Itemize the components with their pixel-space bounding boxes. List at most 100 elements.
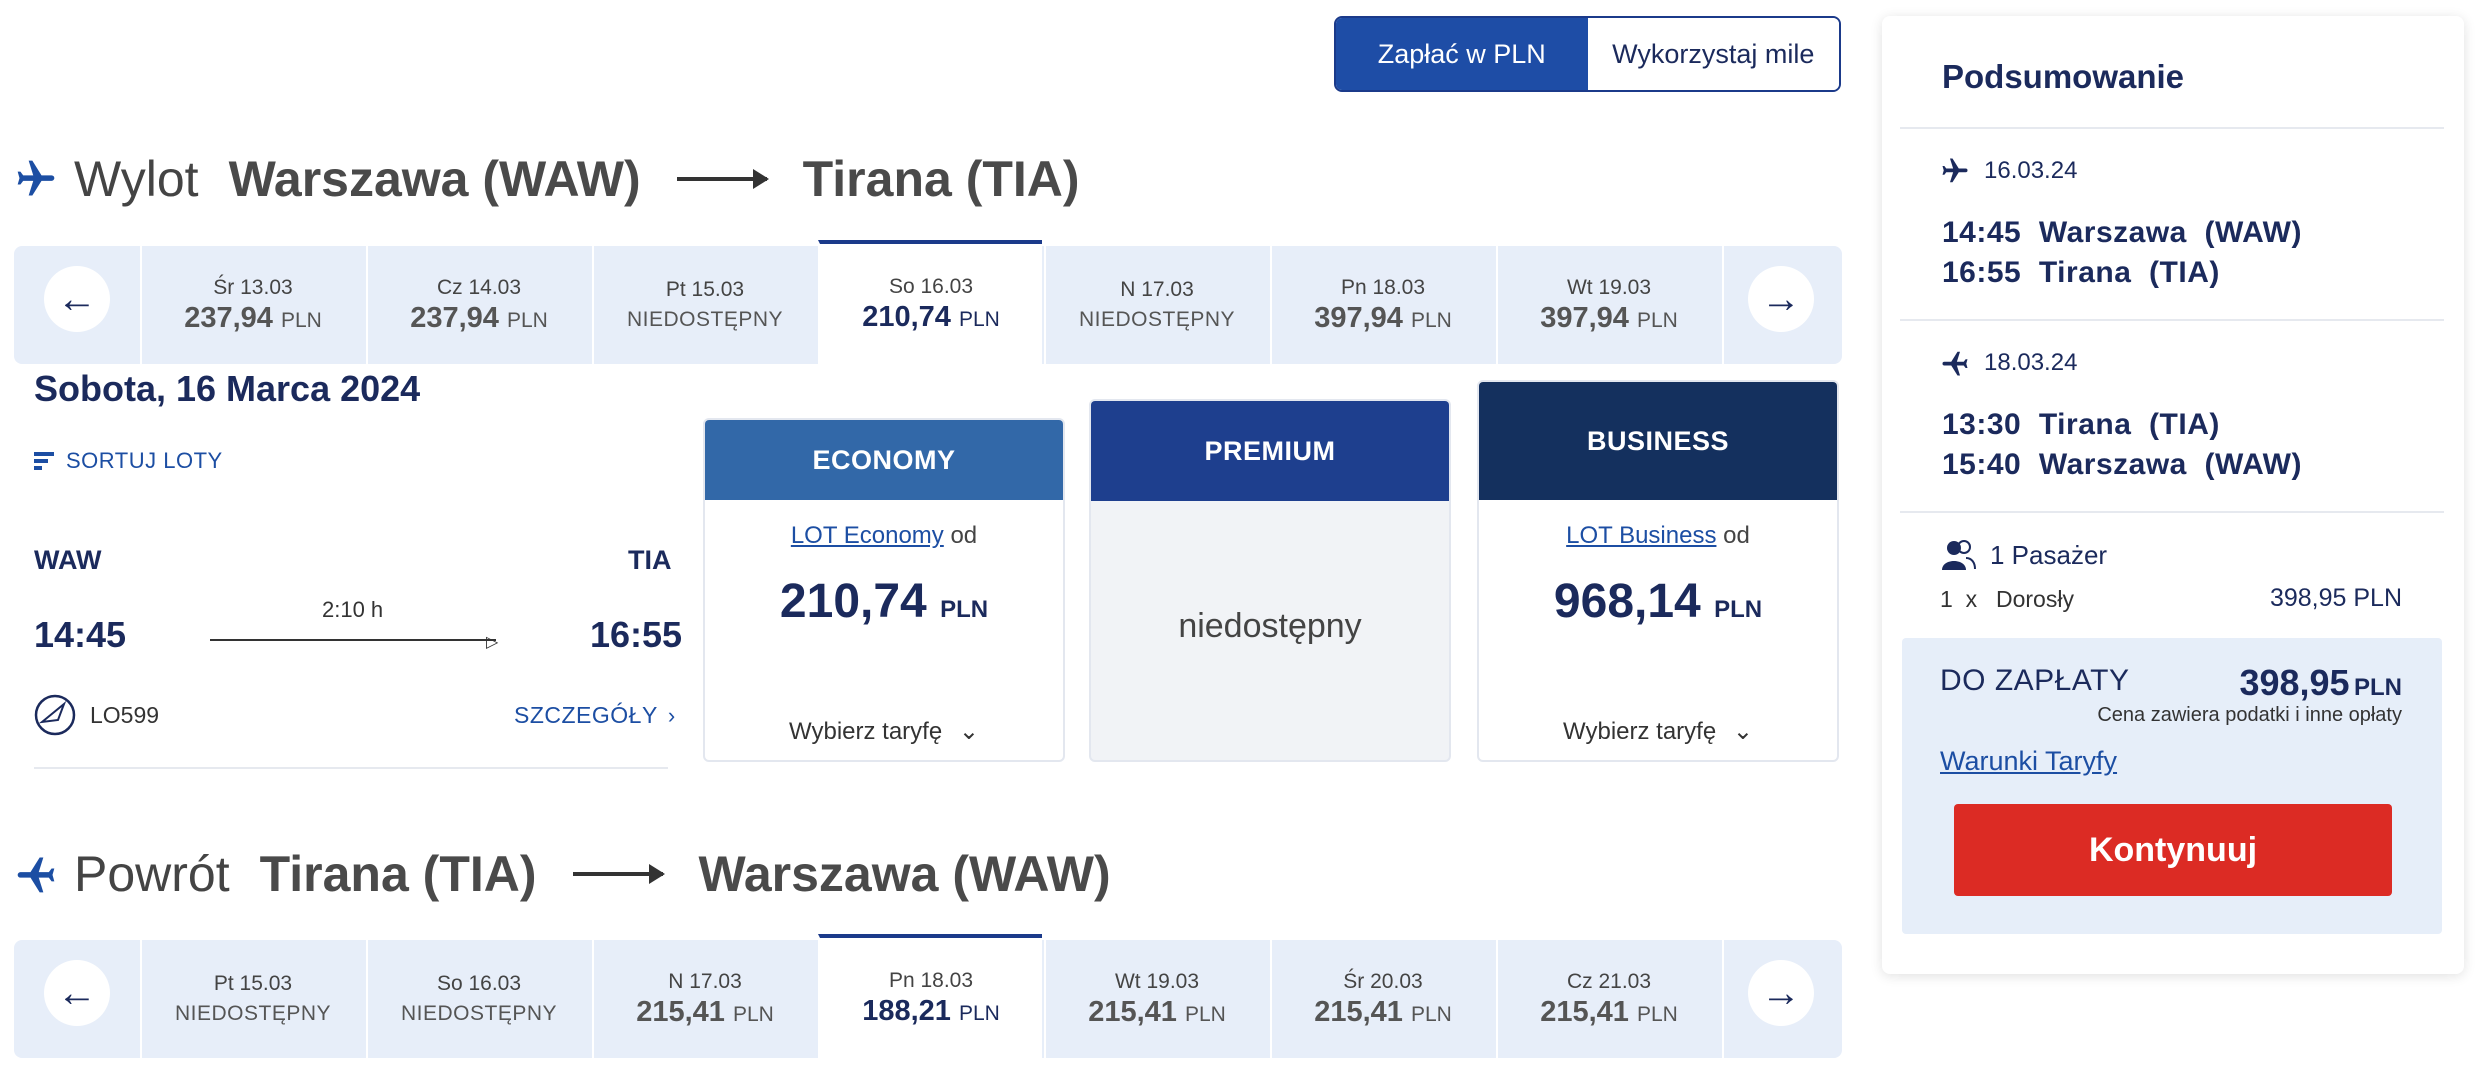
outbound-label: Wylot (74, 151, 199, 207)
from-label: od (1723, 522, 1750, 549)
currency: PLN (280, 308, 322, 332)
date-label: N 17.03 (1120, 278, 1194, 301)
next-dates-arrow-icon[interactable]: → (1748, 960, 1814, 1026)
date-label: So 16.03 (888, 274, 974, 298)
plane-return-icon (17, 857, 55, 893)
outbound-route-header: Wylot Warszawa (WAW) Tirana (TIA) (14, 144, 1080, 214)
business-product-link[interactable]: LOT Business (1566, 522, 1717, 549)
outbound-date-1[interactable]: Śr 13.03 237,94 PLN (140, 246, 364, 364)
return-date-2[interactable]: So 16.03 NIEDOSTĘPNY (366, 940, 590, 1058)
currency: PLN (1184, 1002, 1226, 1026)
outbound-origin: Warszawa (WAW) (228, 151, 641, 207)
economy-header: ECONOMY (705, 420, 1063, 500)
flight-details-link[interactable]: SZCZEGÓŁY › (514, 702, 676, 729)
from-label: od (950, 522, 978, 549)
return-date-6[interactable]: Śr 20.03 215,41 PLN (1270, 940, 1494, 1058)
pay-pln-button[interactable]: Zapłać w PLN (1336, 18, 1588, 90)
divider (34, 767, 668, 769)
date-price: 237,94 (410, 301, 499, 334)
currency: PLN (940, 596, 989, 623)
sort-label: SORTUJ LOTY (66, 448, 223, 473)
return-date-5[interactable]: Wt 19.03 215,41 PLN (1044, 940, 1268, 1058)
economy-select-fare[interactable]: Wybierz taryfę ⌄ (705, 717, 1063, 746)
date-price: 237,94 (184, 301, 273, 334)
date-label: So 16.03 (436, 972, 522, 995)
chevron-right-icon: › (667, 702, 676, 728)
outbound-date-7[interactable]: Wt 19.03 397,94 PLN (1496, 246, 1720, 364)
date-text: 18.03.24 (1984, 349, 2078, 376)
date-price: 188,21 (862, 994, 951, 1027)
currency: PLN (1636, 1002, 1678, 1026)
return-date-7[interactable]: Cz 21.03 215,41 PLN (1496, 940, 1720, 1058)
return-date-4-selected[interactable]: Pn 18.03 188,21 PLN (818, 934, 1042, 1058)
sort-flights-button[interactable]: SORTUJ LOTY (34, 448, 223, 474)
return-date-3[interactable]: N 17.03 215,41 PLN (592, 940, 816, 1058)
divider (1900, 127, 2444, 129)
flight-number-text: LO599 (90, 701, 160, 728)
economy-product-link[interactable]: LOT Economy (790, 522, 944, 549)
economy-fare-card[interactable]: ECONOMY LOT Economy od 210,74 PLN Wybier… (703, 418, 1065, 762)
outbound-date-4-selected[interactable]: So 16.03 210,74 PLN (818, 240, 1042, 364)
route-arrow-icon (572, 864, 665, 884)
details-label: SZCZEGÓŁY (514, 702, 658, 728)
outbound-destination: Tirana (TIA) (802, 151, 1080, 207)
outbound-date-6[interactable]: Pn 18.03 397,94 PLN (1270, 246, 1494, 364)
passenger-type: Dorosły (1996, 586, 2074, 612)
date-unavailable: NIEDOSTĘPNY (400, 1002, 558, 1025)
plane-departure-icon (1942, 158, 1968, 183)
total-amount: 398,95 (2239, 662, 2350, 703)
date-price: 215,41 (1314, 995, 1403, 1028)
date-price: 215,41 (1540, 995, 1629, 1028)
date-unavailable: NIEDOSTĘPNY (626, 308, 784, 331)
next-dates-arrow-icon[interactable]: → (1748, 266, 1814, 332)
business-fare-card[interactable]: BUSINESS LOT Business od 968,14 PLN Wybi… (1477, 380, 1839, 762)
summary-return-arrival: 15:40 Warszawa (WAW) (1942, 448, 2302, 481)
premium-header: PREMIUM (1091, 401, 1449, 501)
passenger-price: 398,95 PLN (2269, 584, 2402, 612)
select-fare-label: Wybierz taryfę (789, 718, 943, 745)
flight-number: LO599 (34, 694, 159, 736)
summary-passengers: 1 Pasażer (1940, 538, 2107, 572)
fare-rules-link[interactable]: Warunki Taryfy (1940, 746, 2118, 776)
return-date-1[interactable]: Pt 15.03 NIEDOSTĘPNY (140, 940, 364, 1058)
passengers-icon (1942, 540, 1976, 570)
outbound-date-5[interactable]: N 17.03 NIEDOSTĘPNY (1044, 246, 1268, 364)
chevron-down-icon: ⌄ (1732, 718, 1753, 745)
date-label: Śr 20.03 (1343, 969, 1423, 993)
date-label: Cz 14.03 (436, 275, 522, 299)
use-miles-button[interactable]: Wykorzystaj mile (1587, 18, 1839, 90)
outbound-date-3[interactable]: Pt 15.03 NIEDOSTĘPNY (592, 246, 816, 364)
date-label: Pn 18.03 (888, 968, 974, 992)
premium-fare-card: PREMIUM niedostępny (1089, 399, 1451, 762)
date-label: Wt 19.03 (1566, 275, 1652, 299)
currency: PLN (2354, 674, 2402, 701)
date-unavailable: NIEDOSTĘPNY (174, 1002, 332, 1025)
return-date-strip: ← Pt 15.03 NIEDOSTĘPNY So 16.03 NIEDOSTĘPN… (14, 934, 1842, 1058)
date-label: Pt 15.03 (665, 278, 745, 301)
outbound-date-strip: ← Śr 13.03 237,94 PLN Cz 14.03 237,94 PLN … (14, 240, 1842, 364)
tax-note: Cena zawiera podatki i inne opłaty (2097, 704, 2402, 726)
chevron-down-icon: ⌄ (958, 718, 979, 745)
summary-outbound-date: 16.03.24 (1940, 156, 2077, 186)
currency: PLN (506, 308, 548, 332)
premium-unavailable: niedostępny (1178, 607, 1362, 645)
outbound-date-2[interactable]: Cz 14.03 237,94 PLN (366, 246, 590, 364)
continue-button[interactable]: Kontynuuj (1954, 804, 2392, 896)
total-price: 398,95 PLN (2239, 662, 2402, 704)
currency: PLN (958, 1001, 1000, 1025)
date-label: Cz 21.03 (1566, 969, 1652, 993)
divider (1900, 511, 2444, 513)
date-price: 397,94 (1314, 301, 1403, 334)
flight-arrow-icon: ▷ (486, 634, 499, 651)
prev-dates-arrow-icon[interactable]: ← (44, 266, 110, 332)
lot-logo-icon (34, 694, 76, 736)
route-arrow-icon (676, 169, 769, 189)
business-select-fare[interactable]: Wybierz taryfę ⌄ (1479, 717, 1837, 746)
departure-time: 14:45 (34, 614, 127, 655)
summary-title: Podsumowanie (1942, 58, 2185, 95)
date-label: Śr 13.03 (213, 275, 293, 299)
return-label: Powrót (74, 846, 230, 902)
prev-dates-arrow-icon[interactable]: ← (44, 960, 110, 1026)
select-fare-label: Wybierz taryfę (1563, 718, 1717, 745)
summary-return-date: 18.03.24 (1940, 348, 2077, 378)
